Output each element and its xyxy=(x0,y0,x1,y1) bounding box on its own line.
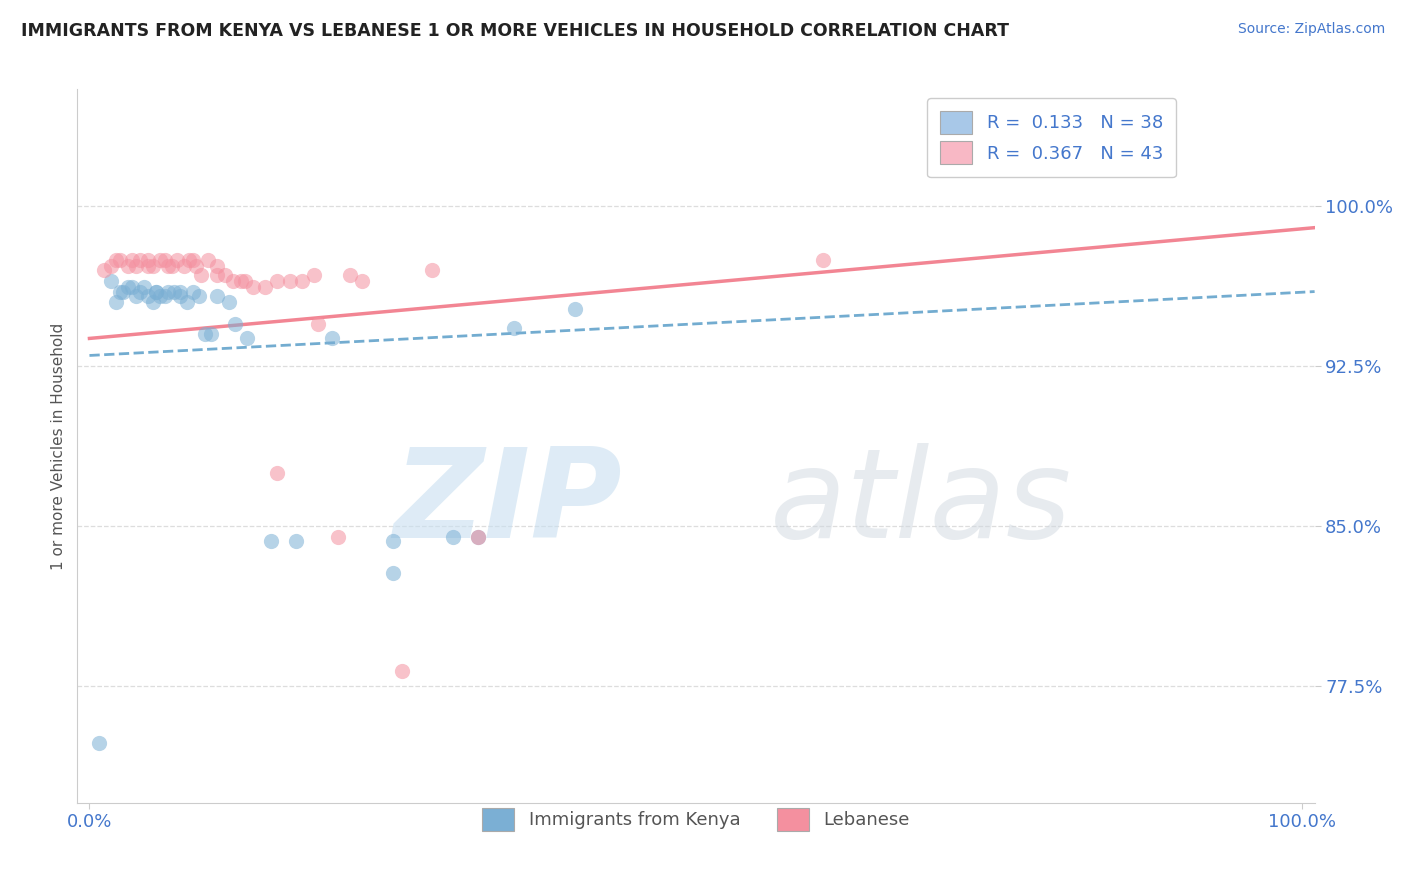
Point xyxy=(176,295,198,310)
Point xyxy=(200,327,222,342)
Point xyxy=(233,274,256,288)
Point xyxy=(503,320,526,334)
Point xyxy=(197,252,219,267)
Point xyxy=(100,259,122,273)
Text: Source: ZipAtlas.com: Source: ZipAtlas.com xyxy=(1237,22,1385,37)
Point xyxy=(381,533,404,548)
Legend: Immigrants from Kenya, Lebanese: Immigrants from Kenya, Lebanese xyxy=(472,799,920,840)
Point xyxy=(205,259,228,273)
Text: ZIP: ZIP xyxy=(394,442,621,564)
Point xyxy=(136,252,159,267)
Point xyxy=(266,466,288,480)
Point xyxy=(105,295,128,310)
Point xyxy=(117,259,139,273)
Point xyxy=(136,259,159,273)
Point xyxy=(381,566,404,580)
Point xyxy=(352,274,374,288)
Point xyxy=(129,252,152,267)
Point xyxy=(291,274,314,288)
Point xyxy=(100,274,122,288)
Point xyxy=(420,263,443,277)
Point xyxy=(181,285,204,299)
Point xyxy=(467,529,489,543)
Text: atlas: atlas xyxy=(770,442,1073,564)
Point xyxy=(194,327,217,342)
Point xyxy=(157,285,180,299)
Point xyxy=(169,285,191,299)
Y-axis label: 1 or more Vehicles in Household: 1 or more Vehicles in Household xyxy=(51,322,66,570)
Point xyxy=(242,280,264,294)
Point xyxy=(89,736,111,750)
Point xyxy=(141,295,163,310)
Point xyxy=(221,274,243,288)
Point xyxy=(326,529,349,543)
Point xyxy=(205,268,228,282)
Point xyxy=(117,280,139,294)
Point xyxy=(160,259,183,273)
Point xyxy=(132,280,155,294)
Point xyxy=(254,280,277,294)
Point xyxy=(260,533,283,548)
Point xyxy=(441,529,464,543)
Point xyxy=(236,331,259,345)
Point xyxy=(149,289,172,303)
Point xyxy=(153,289,176,303)
Point xyxy=(145,285,167,299)
Point xyxy=(218,295,240,310)
Point xyxy=(391,664,413,678)
Point xyxy=(124,259,146,273)
Point xyxy=(190,268,212,282)
Point xyxy=(339,268,361,282)
Point xyxy=(166,252,188,267)
Point xyxy=(145,285,167,299)
Point xyxy=(177,252,200,267)
Point xyxy=(467,529,489,543)
Point xyxy=(173,259,195,273)
Point xyxy=(136,289,159,303)
Point xyxy=(181,252,204,267)
Point xyxy=(93,263,115,277)
Point xyxy=(229,274,252,288)
Point xyxy=(813,252,835,267)
Point xyxy=(129,285,152,299)
Point xyxy=(224,317,246,331)
Point xyxy=(163,285,186,299)
Point xyxy=(321,331,343,345)
Text: IMMIGRANTS FROM KENYA VS LEBANESE 1 OR MORE VEHICLES IN HOUSEHOLD CORRELATION CH: IMMIGRANTS FROM KENYA VS LEBANESE 1 OR M… xyxy=(21,22,1010,40)
Point xyxy=(124,289,146,303)
Point xyxy=(112,285,135,299)
Point xyxy=(149,252,172,267)
Point xyxy=(307,317,329,331)
Point xyxy=(121,280,143,294)
Point xyxy=(214,268,236,282)
Point xyxy=(205,289,228,303)
Point xyxy=(278,274,301,288)
Point xyxy=(186,259,208,273)
Point xyxy=(302,268,325,282)
Point xyxy=(266,274,288,288)
Point xyxy=(108,285,131,299)
Point xyxy=(157,259,180,273)
Point xyxy=(187,289,209,303)
Point xyxy=(153,252,176,267)
Point xyxy=(169,289,191,303)
Point xyxy=(284,533,307,548)
Point xyxy=(108,252,131,267)
Point xyxy=(121,252,143,267)
Point xyxy=(105,252,128,267)
Point xyxy=(141,259,163,273)
Point xyxy=(564,301,586,316)
